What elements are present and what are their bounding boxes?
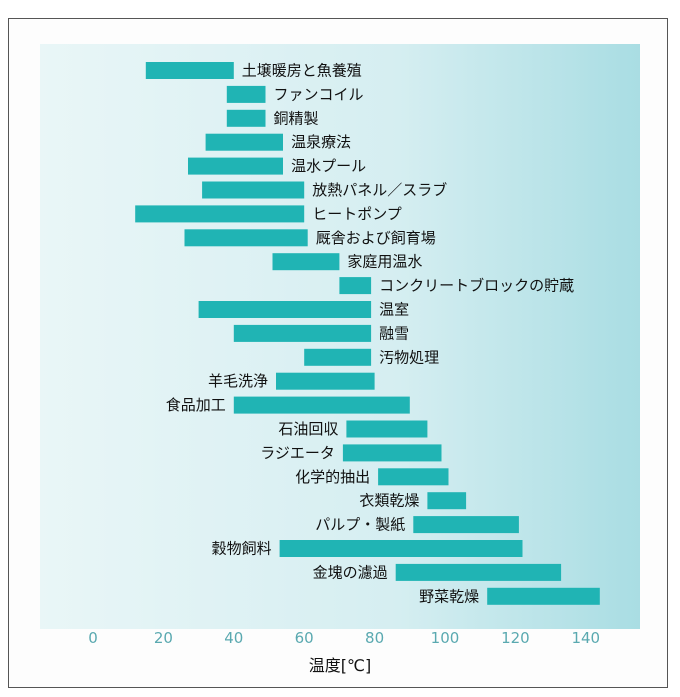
x-axis-title: 温度[℃] [309,656,371,675]
range-bar [342,444,442,462]
bar-label: 温水プール [291,157,366,175]
x-tick-label: 40 [224,629,243,647]
bars-group [135,62,600,605]
bar-label: パルプ・製紙 [315,516,405,534]
range-bar [339,277,372,295]
x-tick-label: 0 [88,629,98,647]
range-bar [233,396,410,414]
bar-label: 銅精製 [274,109,319,127]
bar-label: 厩舎および飼育場 [316,229,436,247]
range-bar [145,62,234,79]
bar-label: ラジエータ [260,444,335,462]
bar-label: 放熱パネル／スラブ [312,181,447,199]
bar-label: 石油回収 [278,420,338,438]
bar-label: 食品加工 [166,396,226,414]
range-bar [188,157,283,175]
bar-label: 穀物飼料 [212,540,272,558]
range-bar [226,109,266,127]
bar-label: 野菜乾燥 [419,587,479,605]
bar-label: 羊毛洗浄 [208,372,268,390]
range-bar [233,324,372,342]
range-bar [135,205,305,223]
range-bar [276,372,375,390]
x-ticks-group: 0 20 40 60 80 100 120 140 [88,629,600,647]
bar-label: 融雪 [379,324,409,342]
x-tick-label: 140 [571,629,600,647]
range-bar [395,563,562,581]
range-bar [205,133,283,151]
range-bar [487,587,600,605]
bar-label: 汚物処理 [379,348,439,366]
range-bar [279,540,523,557]
x-tick-label: 80 [365,629,384,647]
range-bar [226,85,266,103]
bar-label: 化学的抽出 [295,468,370,486]
bar-label: 温室 [379,301,409,319]
bar-label: ファンコイル [274,85,364,103]
x-tick-label: 60 [295,629,314,647]
bar-label: コンクリートブロックの貯蔵 [379,277,574,295]
x-tick-label: 100 [431,629,460,647]
bar-label: 温泉療法 [291,133,351,151]
range-bar [202,181,305,199]
range-bar [427,492,467,510]
range-bar [378,468,449,486]
range-bar [346,420,428,438]
range-bar [304,348,372,366]
bar-labels-group: 土壌暖房と魚養殖ファンコイル銅精製温泉療法温水プール放熱パネル／スラブヒートポン… [166,62,574,606]
x-tick-label: 120 [501,629,530,647]
range-bar [184,229,308,247]
bar-label: ヒートポンプ [312,205,402,223]
bar-label: 衣類乾燥 [359,492,419,510]
bar-label: 家庭用温水 [347,253,422,271]
range-bar [413,516,519,534]
range-bar [198,301,372,318]
range-bar [272,253,340,271]
bar-label: 土壌暖房と魚養殖 [242,62,362,80]
bar-label: 金塊の濾過 [313,563,388,581]
x-tick-label: 20 [154,629,173,647]
